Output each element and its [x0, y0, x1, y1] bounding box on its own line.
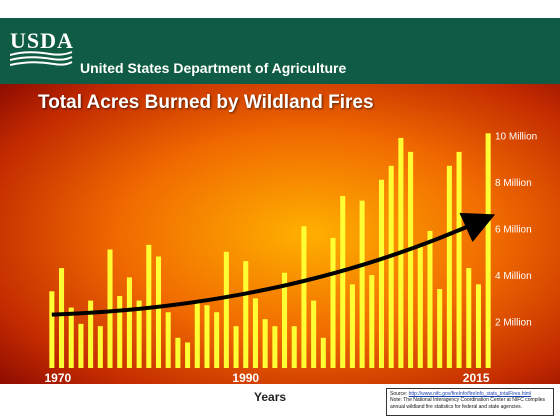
bar-1979 — [136, 300, 142, 368]
x-axis: 1970 1990 2015 — [44, 371, 490, 385]
bar-2004 — [378, 179, 385, 368]
bar-1997 — [311, 300, 317, 368]
bar-2008 — [417, 244, 423, 368]
bar-1971 — [59, 268, 65, 368]
bar-1999 — [330, 237, 336, 368]
y-tick-label: 2 Million — [495, 318, 532, 329]
bar-1993 — [272, 326, 278, 368]
bar-1989 — [233, 326, 239, 368]
bar-1986 — [204, 305, 210, 368]
source-label: Source: — [390, 391, 408, 397]
department-name: United States Department of Agriculture — [80, 60, 347, 76]
bar-1974 — [88, 300, 94, 368]
chart-title: Total Acres Burned by Wildland Fires — [38, 92, 374, 113]
chart-panel: 2 Million 4 Million 6 Million 8 Million 10 M… — [0, 84, 560, 385]
bar-1983 — [175, 337, 181, 368]
chart-canvas: 2 Million 4 Million 6 Million 8 Million 10 M… — [0, 84, 560, 385]
bar-2007 — [408, 151, 414, 368]
bar-2000 — [340, 196, 346, 368]
bar-1975 — [97, 326, 103, 368]
bar-1992 — [262, 319, 268, 368]
y-tick-label: 6 Million — [495, 225, 532, 236]
x-axis-label: Years — [254, 390, 287, 404]
usda-logo: USDA — [10, 28, 74, 74]
bar-1996 — [301, 226, 307, 368]
x-tick-label: 1990 — [232, 371, 259, 384]
bar-2015 — [485, 133, 491, 368]
source-note: Source: http://www.nifc.gov/fireInfo/fir… — [386, 388, 554, 416]
bar-2002 — [359, 200, 365, 368]
usda-header: USDA United States Department of Agricul… — [0, 0, 560, 84]
usda-logo-text: USDA — [10, 28, 74, 53]
bar-2001 — [349, 284, 355, 368]
bar-1991 — [252, 298, 258, 368]
bar-1994 — [282, 272, 288, 368]
bar-2003 — [369, 275, 375, 368]
bar-1990 — [243, 261, 249, 368]
bar-1988 — [223, 251, 229, 368]
y-tick-label: 10 Million — [495, 132, 537, 143]
usda-banner — [0, 18, 560, 84]
source-link[interactable]: http://www.nifc.gov/fireInfo/fireInfo_st… — [408, 391, 532, 397]
bar-1970 — [49, 291, 55, 368]
x-tick-label: 1970 — [44, 371, 71, 384]
trend-arrow — [51, 212, 496, 317]
bar-1978 — [126, 277, 132, 368]
bar-1982 — [165, 312, 171, 368]
bar-1998 — [320, 337, 326, 368]
bar-2010 — [437, 288, 443, 368]
bar-2012 — [456, 151, 462, 368]
usda-logo-swoosh-icon — [10, 51, 73, 66]
bar-1973 — [78, 323, 84, 368]
bar-1985 — [194, 300, 200, 368]
y-tick-label: 4 Million — [495, 271, 532, 282]
bar-1976 — [107, 249, 113, 368]
bar-2009 — [427, 230, 433, 368]
bar-1987 — [214, 312, 220, 368]
bar-2011 — [446, 165, 452, 368]
y-tick-label: 8 Million — [495, 178, 532, 189]
bar-2013 — [466, 268, 472, 368]
bar-1995 — [291, 326, 297, 368]
source-note-text: Note: The National Interagency Coordinat… — [390, 397, 545, 410]
bar-1984 — [185, 342, 191, 368]
bar-1981 — [155, 256, 162, 368]
x-tick-label: 2015 — [463, 371, 490, 384]
y-axis: 2 Million 4 Million 6 Million 8 Million 10 M… — [495, 132, 537, 329]
bar-1977 — [117, 295, 123, 368]
bar-2005 — [388, 165, 394, 368]
bar-2014 — [475, 284, 481, 368]
bar-1972 — [68, 307, 74, 368]
